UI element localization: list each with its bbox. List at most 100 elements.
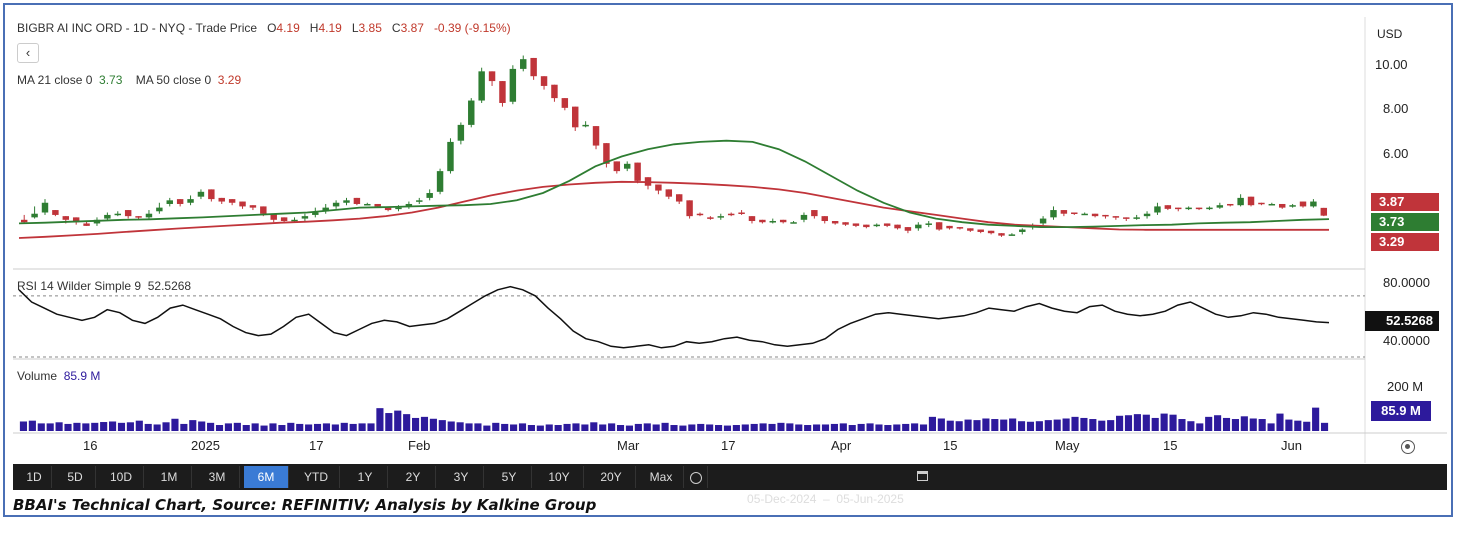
volume-bar	[403, 414, 411, 431]
candle-body	[1237, 197, 1244, 206]
volume-bar	[224, 423, 232, 431]
range-1d-button[interactable]: 1D	[17, 466, 52, 488]
candle-body	[1133, 217, 1140, 219]
range-1y-button[interactable]: 1Y	[343, 466, 388, 488]
candle-body	[332, 202, 340, 207]
volume-bar	[474, 423, 482, 431]
volume-bar	[1009, 418, 1017, 431]
collapse-legend-button[interactable]: ‹	[17, 43, 39, 63]
candle-body	[322, 207, 329, 212]
range-10d-button[interactable]: 10D	[99, 466, 144, 488]
candle-body	[935, 222, 943, 230]
settings-icon[interactable]	[685, 466, 708, 488]
candle-body	[925, 223, 932, 225]
target-icon[interactable]	[1401, 440, 1415, 454]
candle-body	[395, 207, 402, 210]
candle-body	[1195, 207, 1203, 210]
volume-bar	[714, 425, 723, 431]
ma50-price-tag: 3.29	[1371, 233, 1439, 251]
candle-body	[124, 210, 132, 217]
candle-body	[1227, 203, 1234, 206]
volume-bar	[768, 423, 776, 431]
candle-body	[592, 126, 600, 146]
range-10y-button[interactable]: 10Y	[535, 466, 584, 488]
volume-bar	[1169, 414, 1177, 431]
date-range-field[interactable]: 05-Dec-2024 – 05-Jun-2025	[715, 466, 937, 506]
volume-bar	[1017, 421, 1026, 431]
range-2y-button[interactable]: 2Y	[391, 466, 436, 488]
price-tick-6: 6.00	[1383, 146, 1409, 161]
ma50-line	[18, 180, 1329, 239]
candle-body	[218, 197, 225, 202]
rsi-legend: RSI 14 Wilder Simple 9 52.5268	[17, 279, 191, 293]
volume-bar	[1071, 416, 1079, 431]
candle-body	[520, 59, 527, 69]
range-1m-button[interactable]: 1M	[147, 466, 192, 488]
candle-body	[197, 191, 205, 197]
volume-bar	[848, 425, 856, 431]
candle-body	[800, 214, 808, 220]
range-5y-button[interactable]: 5Y	[487, 466, 532, 488]
ma50-value: 3.29	[217, 73, 242, 87]
candle-body	[509, 68, 517, 102]
candle-body	[260, 206, 267, 214]
range-ytd-button[interactable]: YTD	[293, 466, 340, 488]
candle-body	[1112, 216, 1120, 218]
volume-bar	[991, 419, 999, 431]
open-label: O	[267, 21, 277, 35]
volume-bar	[786, 423, 794, 431]
range-3m-button[interactable]: 3M	[195, 466, 240, 488]
volume-bar	[305, 424, 313, 431]
candle-body	[135, 216, 142, 218]
candle-body	[790, 222, 797, 224]
close-value: 3.87	[400, 21, 424, 35]
range-3y-button[interactable]: 3Y	[439, 466, 484, 488]
candle-body	[1050, 210, 1057, 218]
range-6m-button[interactable]: 6M	[244, 466, 289, 488]
candle-body	[946, 225, 953, 229]
rsi-label: RSI 14 Wilder Simple 9	[17, 279, 142, 293]
candle-body	[83, 223, 90, 226]
volume-bar	[759, 423, 767, 431]
candle-body	[499, 81, 506, 103]
candle-body	[104, 214, 111, 219]
currency-label: USD	[1377, 27, 1403, 41]
volume-bar	[554, 425, 562, 431]
volume-bar	[367, 423, 375, 431]
volume-bar	[91, 422, 99, 431]
low-label: L	[351, 21, 359, 35]
volume-bar	[322, 423, 331, 431]
low-value: 3.85	[358, 21, 382, 35]
range-max-button[interactable]: Max	[639, 466, 684, 488]
calendar-icon[interactable]	[917, 471, 928, 481]
candle-body	[312, 212, 319, 215]
candle-body	[1143, 213, 1151, 217]
range-20y-button[interactable]: 20Y	[587, 466, 636, 488]
volume-bar	[100, 422, 108, 431]
volume-bar	[1026, 421, 1035, 431]
candle-body	[572, 106, 579, 128]
candle-body	[613, 161, 621, 172]
candle-body	[686, 200, 693, 217]
volume-bar	[171, 418, 179, 431]
volume-bar	[313, 423, 322, 431]
volume-bar	[1196, 423, 1204, 431]
volume-bar	[581, 424, 589, 431]
candle-body	[915, 224, 922, 229]
volume-bar	[608, 423, 616, 431]
candle-body	[603, 143, 610, 164]
volume-bar	[616, 425, 625, 431]
volume-bar	[795, 424, 803, 431]
range-5d-button[interactable]: 5D	[55, 466, 96, 488]
volume-bar	[1258, 419, 1266, 431]
candle-body	[811, 210, 818, 217]
volume-bar	[135, 420, 143, 431]
volume-bar	[893, 424, 901, 431]
volume-bar	[456, 422, 464, 431]
chart-frame: BIGBR AI INC ORD - 1D - NYQ - Trade Pric…	[3, 3, 1453, 517]
volume-bar	[162, 422, 170, 431]
candle-body	[1081, 213, 1088, 216]
x-tick-jun: Jun	[1281, 438, 1302, 453]
volume-bar	[447, 421, 455, 431]
candle-body	[31, 213, 38, 218]
